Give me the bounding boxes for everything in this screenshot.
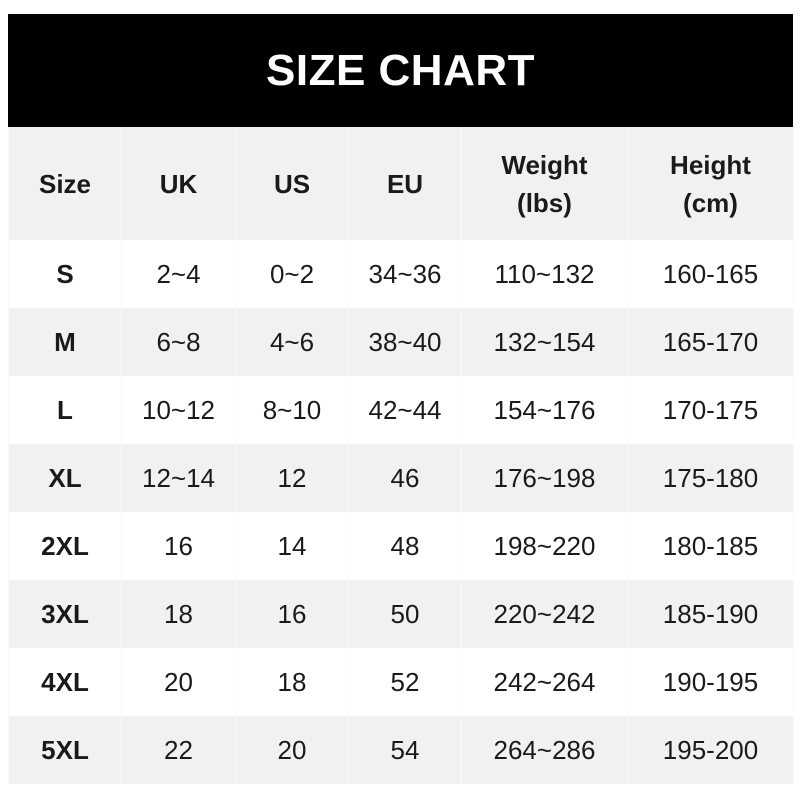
- cell-weight: 220~242: [461, 580, 628, 648]
- cell-eu: 38~40: [348, 308, 462, 376]
- cell-size: M: [8, 308, 122, 376]
- cell-height: 180-185: [627, 512, 794, 580]
- cell-uk: 16: [121, 512, 236, 580]
- cell-weight: 110~132: [461, 240, 628, 308]
- cell-height: 190-195: [627, 648, 794, 716]
- header-eu: EU: [348, 127, 462, 240]
- cell-weight: 154~176: [461, 376, 628, 444]
- table-row: S 2~4 0~2 34~36 110~132 160-165: [8, 240, 794, 308]
- cell-us: 18: [235, 648, 349, 716]
- cell-us: 14: [235, 512, 349, 580]
- cell-eu: 48: [348, 512, 462, 580]
- header-size-line: Size: [38, 168, 92, 199]
- cell-size: XL: [8, 444, 122, 512]
- cell-eu: 42~44: [348, 376, 462, 444]
- cell-uk: 12~14: [121, 444, 236, 512]
- header-us-line: US: [273, 168, 311, 199]
- header-size: Size: [8, 127, 122, 240]
- header-weight-line: (lbs): [517, 187, 572, 218]
- cell-uk: 22: [121, 716, 236, 784]
- cell-uk: 18: [121, 580, 236, 648]
- cell-height: 195-200: [627, 716, 794, 784]
- cell-uk: 10~12: [121, 376, 236, 444]
- cell-weight: 198~220: [461, 512, 628, 580]
- cell-us: 16: [235, 580, 349, 648]
- table-row: M 6~8 4~6 38~40 132~154 165-170: [8, 308, 794, 376]
- cell-height: 175-180: [627, 444, 794, 512]
- table-row: 5XL 22 20 54 264~286 195-200: [8, 716, 794, 784]
- cell-height: 165-170: [627, 308, 794, 376]
- cell-size: L: [8, 376, 122, 444]
- header-eu-line: EU: [386, 168, 424, 199]
- header-weight: Weight (lbs): [461, 127, 628, 240]
- size-chart-title: SIZE CHART: [8, 14, 793, 127]
- cell-weight: 264~286: [461, 716, 628, 784]
- cell-height: 160-165: [627, 240, 794, 308]
- cell-size: 2XL: [8, 512, 122, 580]
- header-height-line: (cm): [683, 187, 738, 218]
- header-uk: UK: [121, 127, 236, 240]
- cell-eu: 46: [348, 444, 462, 512]
- table-row: L 10~12 8~10 42~44 154~176 170-175: [8, 376, 794, 444]
- header-uk-line: UK: [159, 168, 198, 199]
- header-row: Size UK US EU Weight (lbs) Height (cm): [8, 127, 794, 240]
- cell-size: S: [8, 240, 122, 308]
- table-row: 4XL 20 18 52 242~264 190-195: [8, 648, 794, 716]
- header-weight-line: Weight: [501, 149, 588, 180]
- cell-height: 170-175: [627, 376, 794, 444]
- table-row: 2XL 16 14 48 198~220 180-185: [8, 512, 794, 580]
- cell-us: 12: [235, 444, 349, 512]
- cell-size: 5XL: [8, 716, 122, 784]
- cell-eu: 50: [348, 580, 462, 648]
- table-row: 3XL 18 16 50 220~242 185-190: [8, 580, 794, 648]
- cell-us: 0~2: [235, 240, 349, 308]
- header-height: Height (cm): [627, 127, 794, 240]
- cell-us: 20: [235, 716, 349, 784]
- cell-uk: 6~8: [121, 308, 236, 376]
- cell-height: 185-190: [627, 580, 794, 648]
- cell-eu: 52: [348, 648, 462, 716]
- cell-weight: 132~154: [461, 308, 628, 376]
- header-height-line: Height: [670, 149, 751, 180]
- cell-size: 4XL: [8, 648, 122, 716]
- cell-us: 4~6: [235, 308, 349, 376]
- size-chart-table: Size UK US EU Weight (lbs) Height (cm) S 2~4 0~2 3…: [8, 127, 794, 784]
- cell-weight: 176~198: [461, 444, 628, 512]
- cell-size: 3XL: [8, 580, 122, 648]
- header-us: US: [235, 127, 349, 240]
- cell-us: 8~10: [235, 376, 349, 444]
- cell-eu: 34~36: [348, 240, 462, 308]
- cell-eu: 54: [348, 716, 462, 784]
- table-row: XL 12~14 12 46 176~198 175-180: [8, 444, 794, 512]
- cell-uk: 20: [121, 648, 236, 716]
- cell-uk: 2~4: [121, 240, 236, 308]
- cell-weight: 242~264: [461, 648, 628, 716]
